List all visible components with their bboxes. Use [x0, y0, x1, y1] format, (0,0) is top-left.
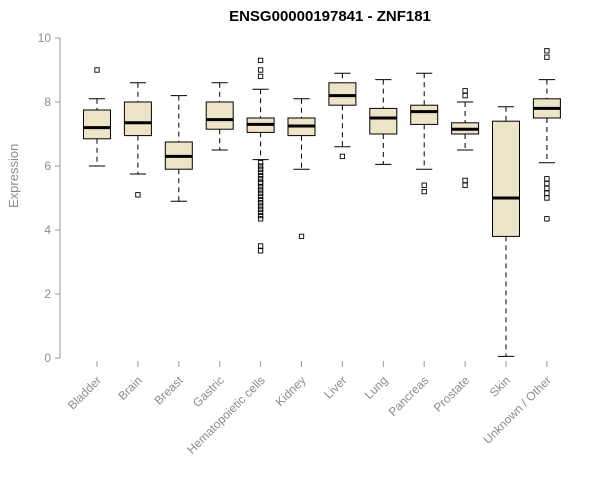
svg-text:10: 10 [38, 31, 52, 45]
svg-text:Brain: Brain [115, 373, 145, 403]
svg-text:Skin: Skin [487, 373, 513, 399]
svg-text:0: 0 [44, 351, 51, 365]
svg-text:Hematopoietic cells: Hematopoietic cells [184, 373, 267, 456]
svg-text:8: 8 [44, 95, 51, 109]
svg-text:Liver: Liver [321, 373, 349, 401]
chart-title: ENSG00000197841 - ZNF181 [229, 8, 431, 25]
svg-text:Lung: Lung [362, 373, 391, 402]
svg-text:2: 2 [44, 287, 51, 301]
svg-text:Bladder: Bladder [65, 373, 104, 412]
svg-text:Gastric: Gastric [190, 373, 227, 410]
svg-text:Kidney: Kidney [273, 373, 309, 409]
svg-text:Pancreas: Pancreas [386, 373, 432, 419]
svg-text:4: 4 [44, 223, 51, 237]
svg-text:Breast: Breast [151, 373, 186, 408]
svg-text:Prostate: Prostate [431, 373, 473, 415]
svg-text:6: 6 [44, 159, 51, 173]
